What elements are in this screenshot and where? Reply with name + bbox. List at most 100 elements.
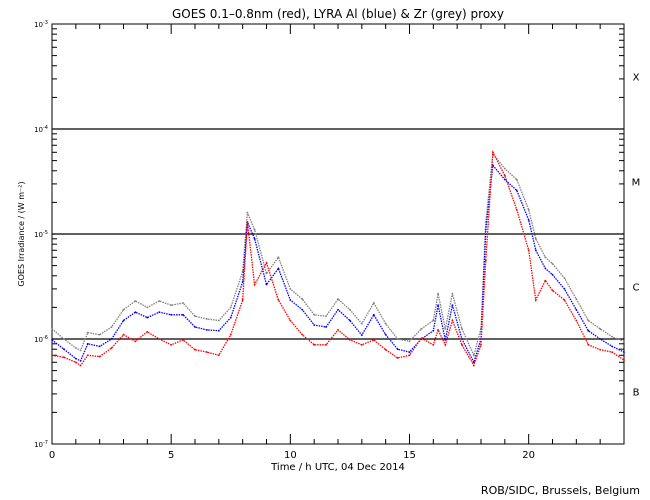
data-point <box>158 300 161 302</box>
data-point <box>170 304 173 307</box>
data-point <box>194 348 196 351</box>
data-point <box>110 338 113 340</box>
data-point <box>420 327 423 330</box>
data-point <box>432 319 435 322</box>
data-point <box>301 298 304 300</box>
data-point <box>265 262 268 264</box>
data-point <box>217 329 220 332</box>
data-point <box>217 319 220 322</box>
data-point <box>408 351 411 354</box>
data-point <box>206 318 208 320</box>
data-point <box>437 329 439 331</box>
data-point <box>74 347 77 349</box>
data-point <box>544 279 547 282</box>
data-point <box>182 302 184 304</box>
data-point <box>396 348 399 351</box>
data-point <box>551 273 554 276</box>
data-point <box>360 322 363 325</box>
y-tick-label: 10-6 <box>34 335 48 344</box>
data-point <box>110 326 113 328</box>
data-point <box>432 343 435 346</box>
data-point <box>587 319 590 322</box>
data-point <box>337 298 339 300</box>
data-point <box>472 364 475 367</box>
flare-threshold-lines <box>52 128 624 340</box>
data-point <box>110 347 113 349</box>
data-point <box>349 308 351 311</box>
data-point <box>492 151 494 154</box>
data-point <box>170 343 173 346</box>
series-line <box>51 163 625 365</box>
y-tick-label: 10-5 <box>34 230 48 239</box>
data-point <box>444 343 447 346</box>
data-point <box>74 357 77 360</box>
data-point <box>253 283 256 286</box>
data-point <box>253 228 256 231</box>
data-point <box>170 313 173 316</box>
data-point <box>265 283 268 286</box>
data-point <box>360 343 363 346</box>
data-point <box>79 349 82 352</box>
data-point <box>472 354 475 357</box>
data-point <box>206 351 208 354</box>
data-point <box>623 359 625 361</box>
axes: 0 5 10 15 20 10-3 10-4 10-5 10-6 10-7 X M C B <box>34 20 640 461</box>
data-point <box>313 343 316 346</box>
data-point <box>534 249 537 252</box>
data-point <box>98 345 101 348</box>
data-point <box>451 319 454 322</box>
data-point <box>372 313 375 316</box>
data-point <box>122 333 125 336</box>
data-point <box>444 339 447 341</box>
data-point <box>194 326 196 328</box>
data-point <box>451 292 454 295</box>
x-tick-label: 5 <box>168 450 174 461</box>
flare-class-label-c: C <box>633 283 640 294</box>
data-point <box>420 337 423 339</box>
y-tick-label: 10-4 <box>34 125 48 134</box>
data-point <box>551 289 554 292</box>
x-axis-label: Time / h UTC, 04 Dec 2014 <box>270 462 405 473</box>
data-point <box>599 348 602 351</box>
data-point <box>98 333 101 336</box>
data-point <box>599 327 602 330</box>
data-point <box>134 311 137 314</box>
data-point <box>384 348 387 351</box>
data-point <box>63 338 65 340</box>
data-point <box>253 237 256 240</box>
data-point <box>461 327 463 330</box>
data-point <box>451 304 454 307</box>
data-point <box>461 338 463 340</box>
data-point <box>122 319 125 322</box>
data-point <box>527 208 530 211</box>
data-point <box>544 267 547 270</box>
data-point <box>265 272 268 275</box>
flare-class-label-m: M <box>632 178 641 189</box>
data-point <box>246 211 249 214</box>
data-point <box>349 319 351 322</box>
data-point <box>86 342 89 345</box>
data-point <box>122 308 125 311</box>
x-tick-label: 15 <box>403 450 416 461</box>
data-point <box>484 259 487 262</box>
flare-class-label-b: B <box>633 388 640 399</box>
data-point <box>63 356 65 359</box>
data-point <box>544 256 547 259</box>
data-point <box>194 315 196 318</box>
data-point <box>206 329 208 331</box>
series-lyra-zr-proxy <box>51 152 625 358</box>
data-point <box>277 256 280 259</box>
data-point <box>480 343 482 346</box>
data-point <box>74 361 77 364</box>
data-point <box>575 298 578 300</box>
data-point <box>587 329 590 332</box>
data-point <box>146 330 149 333</box>
data-point <box>229 316 232 319</box>
data-point <box>384 333 387 336</box>
y-axis-label: GOES Irradiance / (W m⁻²) <box>17 181 26 286</box>
y-tick-label: 10-3 <box>34 20 48 29</box>
data-point <box>325 315 327 318</box>
data-point <box>134 300 137 302</box>
data-point <box>325 343 327 346</box>
data-point <box>372 302 375 304</box>
